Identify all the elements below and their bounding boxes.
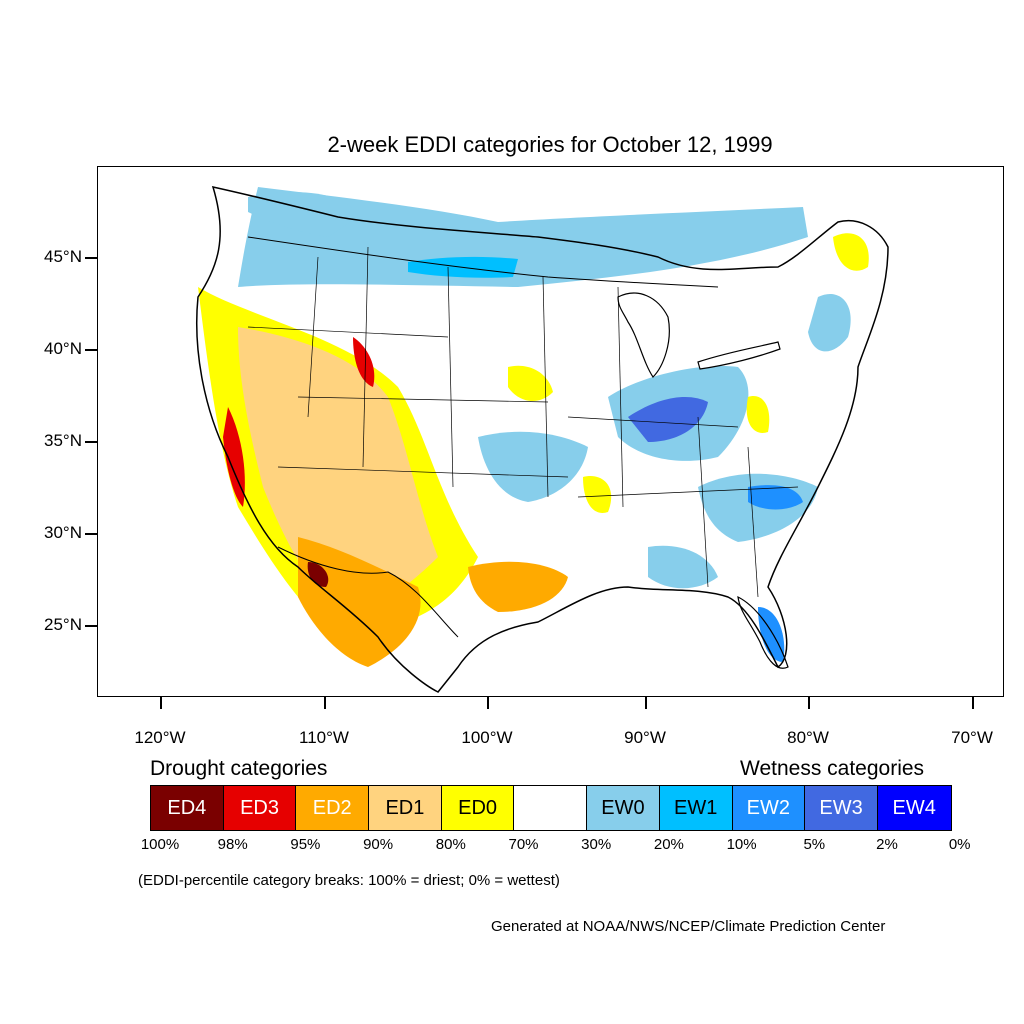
dry-region-california-ed3	[223, 407, 245, 507]
legend-percent-label: 90%	[363, 836, 394, 853]
lat-tick-45	[85, 257, 97, 259]
lat-label-25: 25°N	[44, 615, 82, 634]
dry-region-southwest-ed2	[298, 537, 421, 667]
lon-tick-70	[972, 697, 974, 709]
wet-region-northern-plains	[238, 187, 808, 287]
lake-erie	[697, 341, 781, 370]
legend-percent-label: 5%	[803, 836, 826, 853]
lon-label-100: 100°W	[461, 728, 513, 747]
state-boundaries	[247, 246, 799, 598]
great-lakes	[617, 292, 670, 378]
credit-text: Generated at NOAA/NWS/NCEP/Climate Predi…	[491, 918, 886, 935]
wet-region-southeast	[698, 473, 818, 542]
legend-box-ed0: ED0	[441, 786, 515, 830]
wet-region-kansas	[478, 431, 588, 502]
legend-percent-label: 20%	[653, 836, 684, 853]
lon-tick-100	[487, 697, 489, 709]
canada-border	[247, 236, 719, 288]
legend-box-ed3: ED3	[223, 786, 297, 830]
legend-percent-label: 100%	[140, 836, 180, 853]
dry-region-arkansas	[583, 476, 612, 513]
lon-label-80: 80°W	[787, 728, 829, 747]
conus-outline	[196, 185, 889, 693]
lon-tick-110	[324, 697, 326, 709]
lat-label-45: 45°N	[44, 247, 82, 266]
legend-box-ew1: EW1	[659, 786, 733, 830]
lon-tick-120	[160, 697, 162, 709]
legend-percent-label: 95%	[290, 836, 321, 853]
wet-region-gulf	[648, 545, 718, 589]
drought-categories-heading: Drought categories	[150, 757, 328, 780]
mexico-border	[277, 546, 459, 638]
legend-box-ed4: ED4	[151, 786, 224, 830]
dry-region-west-ed1	[238, 327, 438, 622]
florida-peninsula	[737, 595, 789, 669]
legend-box-ew2: EW2	[732, 786, 806, 830]
legend-percent-label: 30%	[581, 836, 612, 853]
wet-region-northeast	[808, 293, 851, 352]
legend-box-ew0: EW0	[587, 786, 660, 830]
lon-label-70: 70°W	[951, 728, 993, 747]
wet-region-pacific-nw	[248, 192, 358, 237]
lat-tick-30	[85, 533, 97, 535]
wetness-categories-heading: Wetness categories	[740, 757, 925, 780]
legend-color-bar: ED4 ED3 ED2 ED1 ED0 EW0 EW1 EW2 EW3 EW4	[150, 785, 952, 831]
dry-region-colorado-ed3	[353, 337, 375, 387]
wet-region-ohio-core	[628, 397, 708, 442]
lat-tick-40	[85, 349, 97, 351]
dry-region-iowa	[508, 365, 553, 402]
map-canvas	[196, 185, 889, 693]
dry-region-kentucky	[746, 396, 770, 433]
lon-label-110: 110°W	[299, 728, 349, 747]
lat-label-30: 30°N	[44, 523, 82, 542]
legend-box-ew3: EW3	[805, 786, 878, 830]
lon-label-120: 120°W	[134, 728, 186, 747]
lat-tick-35	[85, 441, 97, 443]
legend-box-ew4: EW4	[877, 786, 951, 830]
legend-percent-label: 10%	[726, 836, 757, 853]
legend-box-ed2: ED2	[296, 786, 370, 830]
dry-region-texas-ed2	[468, 561, 568, 612]
legend-percent-label: 80%	[435, 836, 466, 853]
legend-percent-label: 2%	[876, 836, 898, 853]
legend-note: (EDDI-percentile category breaks: 100% =…	[138, 872, 560, 889]
legend-percent-label: 98%	[217, 836, 248, 853]
legend-percent-label: 0%	[948, 836, 971, 853]
dry-region-maine	[833, 233, 869, 271]
lon-tick-80	[808, 697, 810, 709]
lat-label-35: 35°N	[44, 431, 82, 450]
wet-region-southeast-core	[748, 485, 803, 510]
lon-tick-90	[645, 697, 647, 709]
legend-box-neutral	[514, 786, 588, 830]
map-title: 2-week EDDI categories for October 12, 1…	[327, 132, 773, 157]
lat-tick-25	[85, 625, 97, 627]
legend-box-ed1: ED1	[369, 786, 442, 830]
legend-percent-label: 70%	[508, 836, 539, 853]
lon-label-90: 90°W	[624, 728, 666, 747]
lat-label-40: 40°N	[44, 339, 82, 358]
map-panel	[97, 166, 1004, 697]
